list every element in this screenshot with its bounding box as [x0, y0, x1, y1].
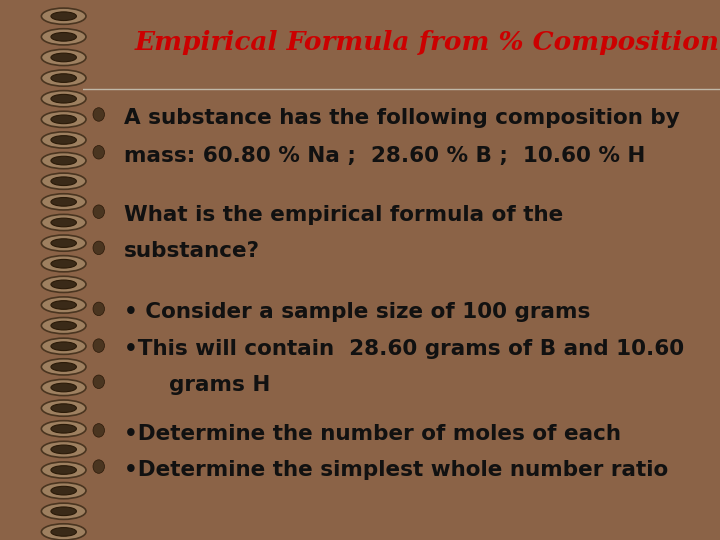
- Text: mass: 60.80 % Na ;  28.60 % B ;  10.60 % H: mass: 60.80 % Na ; 28.60 % B ; 10.60 % H: [125, 146, 646, 166]
- Ellipse shape: [51, 280, 76, 289]
- Ellipse shape: [51, 198, 76, 206]
- Ellipse shape: [51, 32, 76, 41]
- Ellipse shape: [93, 375, 104, 389]
- Ellipse shape: [51, 259, 76, 268]
- Ellipse shape: [93, 339, 104, 352]
- Ellipse shape: [41, 318, 86, 334]
- Ellipse shape: [51, 362, 76, 371]
- Ellipse shape: [51, 136, 76, 144]
- Ellipse shape: [93, 205, 104, 218]
- Ellipse shape: [51, 383, 76, 392]
- Ellipse shape: [93, 241, 104, 254]
- Ellipse shape: [93, 146, 104, 159]
- Ellipse shape: [51, 487, 76, 495]
- Ellipse shape: [41, 255, 86, 272]
- Ellipse shape: [51, 218, 76, 227]
- Ellipse shape: [41, 235, 86, 251]
- Ellipse shape: [41, 503, 86, 519]
- Ellipse shape: [51, 239, 76, 247]
- Ellipse shape: [51, 156, 76, 165]
- Ellipse shape: [51, 74, 76, 83]
- Ellipse shape: [51, 342, 76, 350]
- Ellipse shape: [51, 528, 76, 536]
- Ellipse shape: [51, 424, 76, 433]
- Text: Empirical Formula from % Composition: Empirical Formula from % Composition: [135, 30, 719, 55]
- Ellipse shape: [51, 12, 76, 21]
- Ellipse shape: [51, 301, 76, 309]
- Ellipse shape: [41, 152, 86, 168]
- Ellipse shape: [93, 107, 104, 121]
- Ellipse shape: [41, 359, 86, 375]
- Ellipse shape: [41, 524, 86, 540]
- Text: What is the empirical formula of the: What is the empirical formula of the: [125, 205, 564, 225]
- Ellipse shape: [93, 302, 104, 315]
- Ellipse shape: [41, 8, 86, 24]
- Ellipse shape: [51, 507, 76, 516]
- Ellipse shape: [41, 70, 86, 86]
- Text: grams H: grams H: [168, 375, 270, 395]
- Ellipse shape: [41, 441, 86, 457]
- Ellipse shape: [51, 445, 76, 454]
- Ellipse shape: [93, 423, 104, 437]
- Ellipse shape: [41, 380, 86, 396]
- Ellipse shape: [41, 462, 86, 478]
- Ellipse shape: [51, 115, 76, 124]
- Ellipse shape: [41, 29, 86, 45]
- Ellipse shape: [41, 91, 86, 107]
- Ellipse shape: [41, 338, 86, 354]
- Ellipse shape: [51, 321, 76, 330]
- Text: •Determine the simplest whole number ratio: •Determine the simplest whole number rat…: [125, 460, 668, 480]
- Ellipse shape: [41, 132, 86, 148]
- Ellipse shape: [41, 276, 86, 293]
- Text: A substance has the following composition by: A substance has the following compositio…: [125, 108, 680, 128]
- Ellipse shape: [41, 214, 86, 231]
- Ellipse shape: [51, 177, 76, 186]
- Ellipse shape: [51, 465, 76, 474]
- Text: •This will contain  28.60 grams of B and 10.60: •This will contain 28.60 grams of B and …: [125, 339, 684, 359]
- Text: substance?: substance?: [125, 241, 260, 261]
- Ellipse shape: [51, 94, 76, 103]
- Text: •Determine the number of moles of each: •Determine the number of moles of each: [125, 424, 621, 444]
- Ellipse shape: [41, 173, 86, 190]
- Ellipse shape: [41, 297, 86, 313]
- Ellipse shape: [93, 460, 104, 473]
- Ellipse shape: [41, 400, 86, 416]
- Ellipse shape: [41, 49, 86, 65]
- Ellipse shape: [41, 194, 86, 210]
- Ellipse shape: [51, 404, 76, 413]
- Ellipse shape: [41, 483, 86, 499]
- Ellipse shape: [51, 53, 76, 62]
- Ellipse shape: [41, 421, 86, 437]
- Ellipse shape: [41, 111, 86, 127]
- Text: • Consider a sample size of 100 grams: • Consider a sample size of 100 grams: [125, 302, 590, 322]
